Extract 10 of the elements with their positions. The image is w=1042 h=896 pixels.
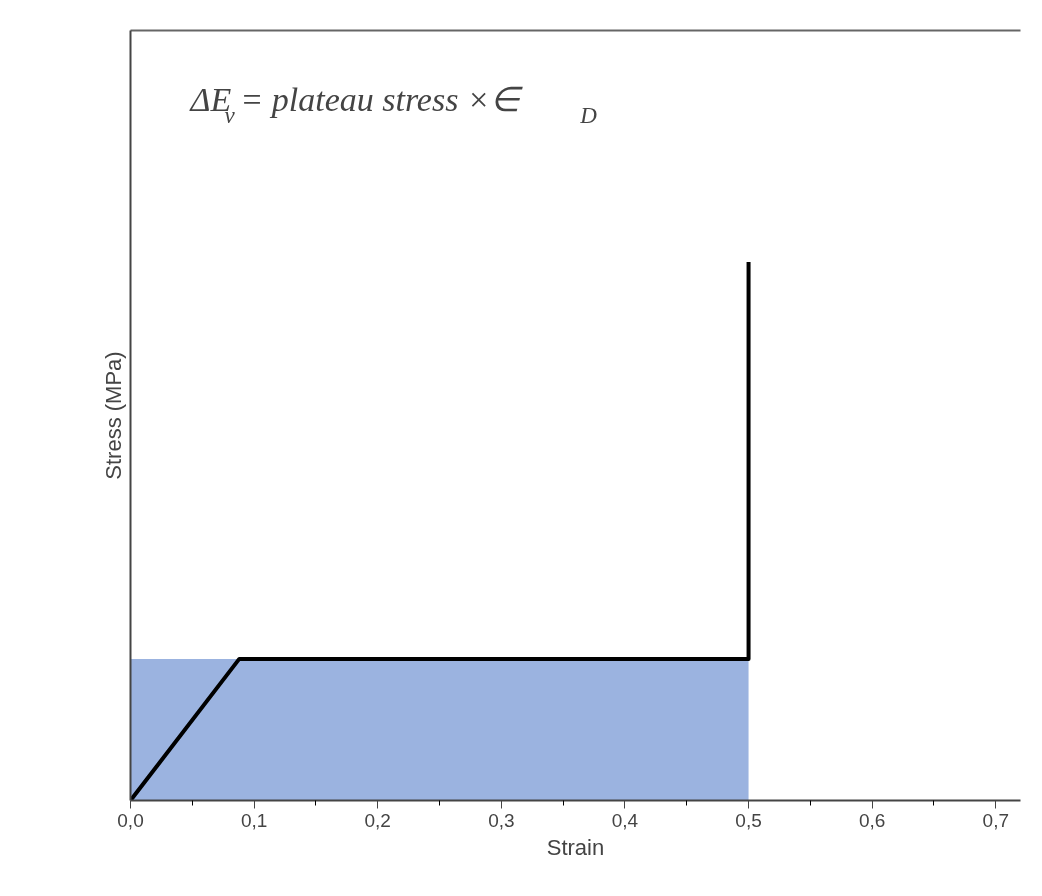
x-tick-label: 0,0 xyxy=(117,809,144,831)
x-tick-label: 0,2 xyxy=(364,809,391,831)
x-axis-title: Strain xyxy=(546,834,605,860)
x-tick-label: 0,7 xyxy=(982,809,1009,831)
x-tick-label: 0,6 xyxy=(858,809,886,831)
x-tick-label: 0,5 xyxy=(735,809,762,831)
y-axis-title: Stress (MPa) xyxy=(100,351,126,480)
x-tick-label: 0,3 xyxy=(488,809,515,831)
x-tick-label: 0,1 xyxy=(240,809,268,831)
x-tick-label: 0,4 xyxy=(611,809,639,831)
